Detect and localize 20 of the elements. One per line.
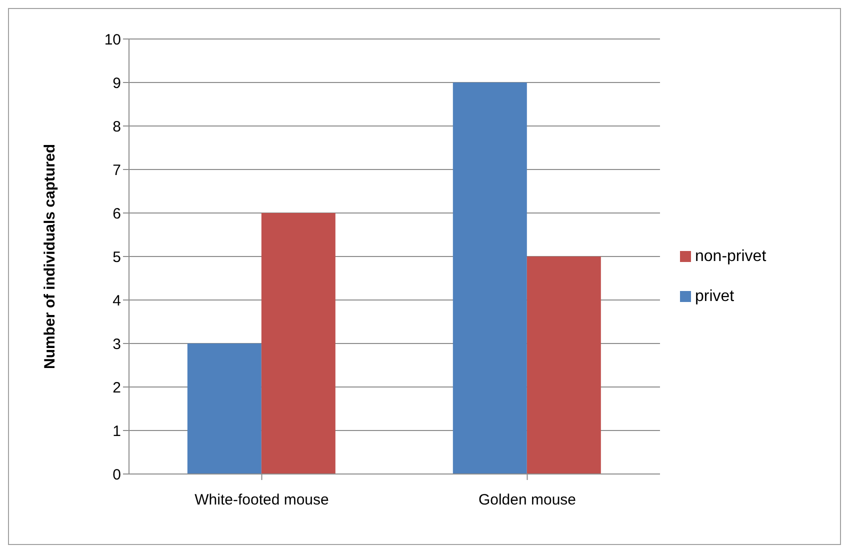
legend-label: privet xyxy=(695,288,734,304)
bar xyxy=(452,82,527,474)
y-tick-label: 3 xyxy=(112,336,121,353)
y-tick-label: 8 xyxy=(112,118,121,136)
legend-label: non-privet xyxy=(695,248,766,264)
y-tick-label: 6 xyxy=(112,205,121,222)
bar xyxy=(261,213,336,474)
y-tick-label: 1 xyxy=(112,422,121,440)
y-tick-label: 5 xyxy=(112,248,121,266)
y-tick-label: 2 xyxy=(112,379,121,396)
x-tick-label: Golden mouse xyxy=(478,492,576,509)
bar xyxy=(187,344,262,474)
y-axis-title: Number of individuals captured xyxy=(41,144,58,370)
x-tick-label: White-footed mouse xyxy=(194,492,329,509)
y-tick-label: 10 xyxy=(104,31,121,48)
y-tick-label: 9 xyxy=(112,74,121,92)
y-tick-label: 7 xyxy=(112,162,121,179)
y-tick-label: 0 xyxy=(112,466,121,484)
y-tick-label: 4 xyxy=(112,292,121,310)
bar xyxy=(526,256,601,474)
